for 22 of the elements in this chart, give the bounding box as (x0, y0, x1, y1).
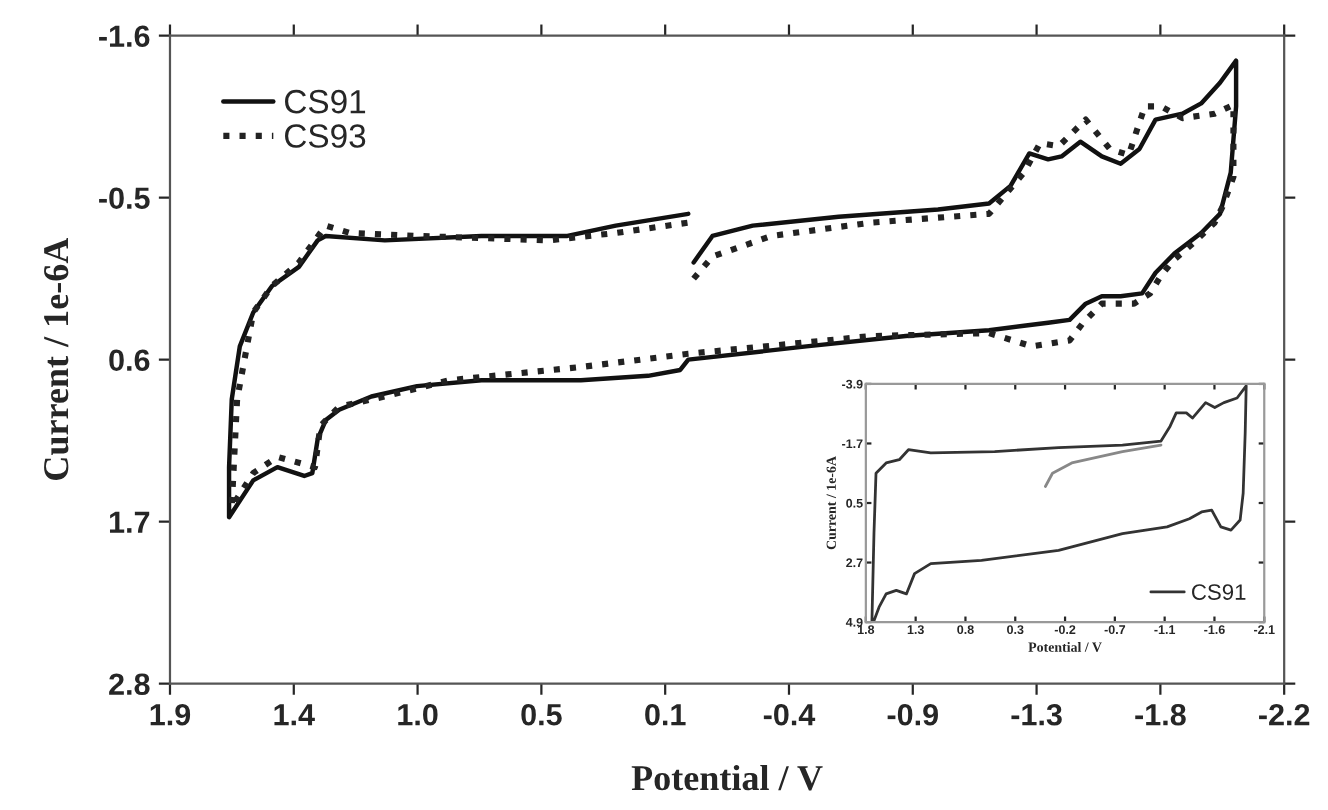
legend-label: CS91 (1192, 584, 1246, 600)
y-tick-label: 2.8 (109, 673, 150, 696)
x-tick-label: -0.9 (887, 703, 938, 726)
y-tick-label: -1.6 (99, 25, 150, 48)
x-tick-label: -2.2 (1259, 703, 1310, 726)
y-tick-label: 0.6 (109, 349, 150, 372)
line-series (870, 384, 1248, 623)
x-axis-title: Potential / V (631, 764, 823, 791)
x-tick-label: 0.1 (645, 703, 686, 726)
line-series (1043, 443, 1163, 488)
x-tick-label: -0.4 (763, 703, 816, 726)
x-tick-label: 1.9 (150, 703, 191, 726)
legend-label: CS91 (285, 89, 366, 114)
y-tick-label: -0.5 (99, 187, 150, 210)
x-tick-label: 1.4 (274, 704, 315, 726)
y-axis-title: Current / 1e-6A (44, 237, 69, 480)
x-tick-label: 1.0 (398, 703, 438, 726)
x-tick-label: -1.3 (1011, 703, 1062, 726)
y-tick-label: 1.7 (109, 511, 150, 533)
legend-label: CS93 (285, 124, 366, 148)
x-tick-label: -1.8 (1135, 703, 1186, 726)
x-tick-label: 0.5 (521, 703, 562, 726)
